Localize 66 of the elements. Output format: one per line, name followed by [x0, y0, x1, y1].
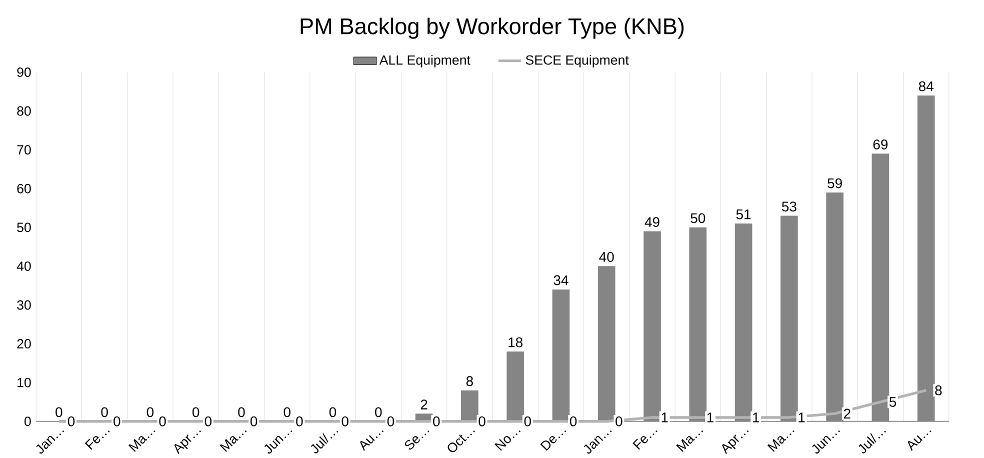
- data-label: 1: [753, 412, 760, 422]
- y-tick-label: 70: [17, 145, 31, 155]
- x-tick-label: Fe…: [632, 430, 658, 450]
- data-label: 1: [662, 412, 668, 422]
- data-label: 0: [616, 416, 622, 426]
- data-label: 8: [466, 376, 473, 386]
- data-label: 0: [524, 416, 532, 426]
- x-tick-label: Ma…: [220, 430, 247, 452]
- x-tick-label: Fe…: [84, 430, 110, 450]
- data-label: 53: [782, 202, 796, 212]
- data-label: 40: [599, 252, 614, 262]
- data-label: 0: [146, 407, 154, 418]
- data-label: 0: [114, 416, 120, 426]
- x-tick-label: Se…: [404, 430, 430, 450]
- data-label: 0: [204, 416, 212, 426]
- data-label: 0: [250, 416, 258, 426]
- data-label: 0: [478, 416, 486, 426]
- x-tick-label: Jul/…: [858, 430, 886, 454]
- data-label: 0: [329, 407, 336, 418]
- y-tick-label: 80: [17, 106, 31, 116]
- data-label: 1: [798, 412, 805, 422]
- data-label: 50: [690, 213, 706, 224]
- data-label: 0: [570, 416, 577, 426]
- data-label: 1: [707, 412, 714, 422]
- data-label: 0: [159, 416, 166, 426]
- data-label: 2: [420, 400, 428, 410]
- data-label: 51: [736, 209, 751, 220]
- data-label: 34: [554, 275, 568, 286]
- data-label: 0: [284, 407, 290, 418]
- data-label: 0: [433, 416, 440, 426]
- chart-title: PM Backlog by Workorder Type (KNB): [300, 18, 684, 39]
- y-tick-label: 20: [17, 339, 31, 348]
- data-label: 0: [342, 416, 348, 426]
- y-tick-label: 90: [17, 67, 31, 77]
- data-label: 18: [508, 337, 522, 348]
- y-tick-label: 50: [17, 222, 31, 232]
- data-label: 0: [238, 407, 245, 418]
- data-label: 0: [296, 416, 303, 426]
- y-tick-label: 30: [17, 300, 31, 310]
- data-label: 0: [101, 407, 108, 418]
- y-tick-label: 40: [16, 261, 31, 271]
- x-tick-label: Ma…: [676, 430, 704, 452]
- x-tick-label: Au…: [360, 430, 384, 452]
- y-tick-label: 60: [17, 184, 31, 194]
- data-label: 0: [56, 407, 62, 418]
- data-label: 8: [935, 385, 942, 396]
- data-label: 59: [828, 178, 842, 188]
- data-label: 0: [387, 416, 394, 426]
- data-label: 5: [889, 397, 896, 407]
- data-label: 0: [192, 407, 200, 418]
- x-tick-label: Ma…: [128, 430, 156, 452]
- y-tick-label: 0: [24, 416, 31, 426]
- x-tick-label: No…: [494, 430, 521, 451]
- data-label: 0: [68, 416, 75, 426]
- data-label: 0: [375, 407, 382, 418]
- legend-label: SECE Equipment: [526, 54, 629, 68]
- x-tick-label: De…: [540, 430, 566, 451]
- legend-label: ALL Equipment: [379, 54, 470, 68]
- data-label: 49: [644, 217, 660, 228]
- data-label: 84: [918, 81, 934, 92]
- x-tick-label: Au…: [908, 430, 932, 452]
- x-tick-label: Ma…: [767, 430, 794, 452]
- x-tick-label: Oct…: [448, 430, 475, 452]
- data-label: 2: [844, 408, 850, 418]
- y-tick-label: 10: [18, 378, 31, 388]
- data-label: 69: [873, 140, 888, 150]
